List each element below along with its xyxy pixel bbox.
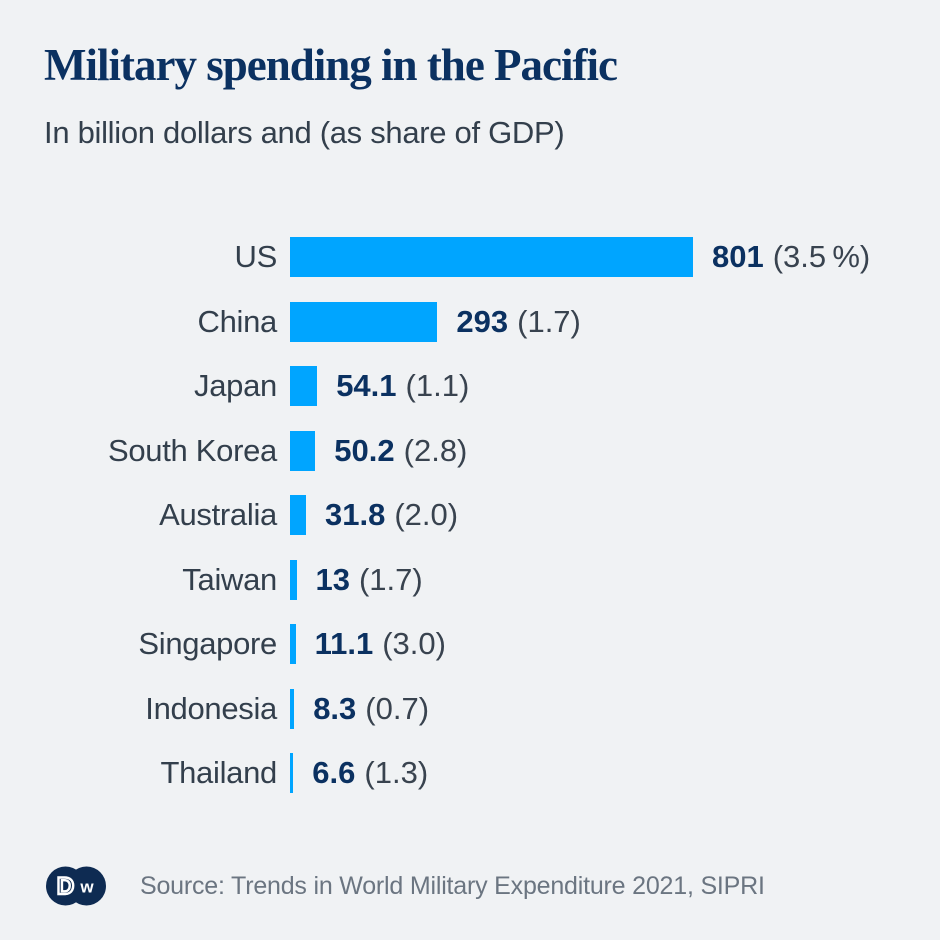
- chart-row: Taiwan 13 (1.7): [0, 548, 940, 613]
- country-label: Thailand: [160, 755, 277, 791]
- page-subtitle: In billion dollars and (as share of GDP): [44, 115, 565, 150]
- dw-logo-letter-d: D: [57, 873, 74, 900]
- country-label: Japan: [194, 368, 277, 404]
- bar-chart: US 801 (3.5 %) China 293 (1.7) Japan 54.1(…: [0, 225, 940, 806]
- country-label: South Korea: [107, 432, 277, 468]
- value-label: 11.1: [314, 626, 374, 662]
- value-line: 50.2 (2.8): [334, 433, 467, 469]
- value-line: 11.1 (3.0): [315, 626, 446, 662]
- chart-row: China 293 (1.7): [0, 290, 940, 355]
- gdp-share-label: (3.0): [382, 626, 446, 662]
- chart-row: Singapore 11.1 (3.0): [0, 612, 940, 677]
- bar: [290, 688, 295, 729]
- chart-row: Thailand 6.6 (1.3): [0, 741, 940, 806]
- value-line: 8.3 (0.7): [313, 691, 429, 727]
- value-line: 54.1 (1.1): [336, 368, 469, 404]
- value-line: 801 (3.5 %): [712, 239, 870, 275]
- value-line: 6.6 (1.3): [312, 755, 428, 791]
- country-label: US: [234, 239, 278, 275]
- gdp-share-label: (2.8): [403, 432, 468, 468]
- value-label: 8.3: [313, 690, 357, 726]
- value-line: 31.8 (2.0): [325, 497, 458, 533]
- dw-logo: D w: [46, 866, 106, 906]
- bar: [290, 753, 294, 794]
- bar: [290, 301, 438, 342]
- country-label: Australia: [159, 497, 277, 533]
- country-label: Singapore: [138, 626, 277, 662]
- page-title: Military spending in the Pacific: [44, 40, 618, 90]
- country-label: Indonesia: [145, 690, 277, 726]
- bar: [290, 495, 306, 536]
- bar: [290, 624, 296, 665]
- bar: [290, 430, 316, 471]
- gdp-share-label: (1.7): [358, 561, 423, 597]
- chart-row: Japan 54.1 (1.1): [0, 354, 940, 419]
- value-label: 54.1: [336, 368, 397, 404]
- bar: [290, 237, 693, 278]
- gdp-share-label: (0.7): [365, 690, 430, 726]
- value-label: 6.6: [312, 755, 356, 791]
- value-label: 801: [712, 239, 764, 275]
- dw-logo-letter-w: w: [79, 877, 94, 896]
- chart-row: Australia 31.8 (2.0): [0, 483, 940, 548]
- bar: [290, 366, 318, 407]
- dw-logo-right-circle: [67, 866, 106, 906]
- chart-row: Indonesia 8.3 (0.7): [0, 677, 940, 742]
- gdp-share-label: (1.7): [517, 303, 581, 339]
- chart-row: South Korea 50.2 (2.8): [0, 419, 940, 484]
- value-line: 293 (1.7): [456, 304, 580, 340]
- gdp-share-label: (2.0): [394, 497, 459, 533]
- value-label: 13: [315, 561, 350, 597]
- country-label: China: [197, 303, 278, 339]
- gdp-share-label: (1.3): [364, 755, 429, 791]
- value-label: 50.2: [334, 432, 395, 468]
- value-label: 31.8: [325, 497, 386, 533]
- gdp-share-label: (1.1): [405, 368, 470, 404]
- gdp-share-label: (3.5 %): [772, 239, 871, 275]
- source-text: Source: Trends in World Military Expendi…: [140, 872, 765, 900]
- value-label: 293: [456, 303, 509, 339]
- value-line: 13 (1.7): [316, 562, 423, 598]
- bar: [290, 559, 297, 600]
- chart-row: US 801 (3.5 %): [0, 225, 940, 290]
- country-label: Taiwan: [182, 561, 277, 597]
